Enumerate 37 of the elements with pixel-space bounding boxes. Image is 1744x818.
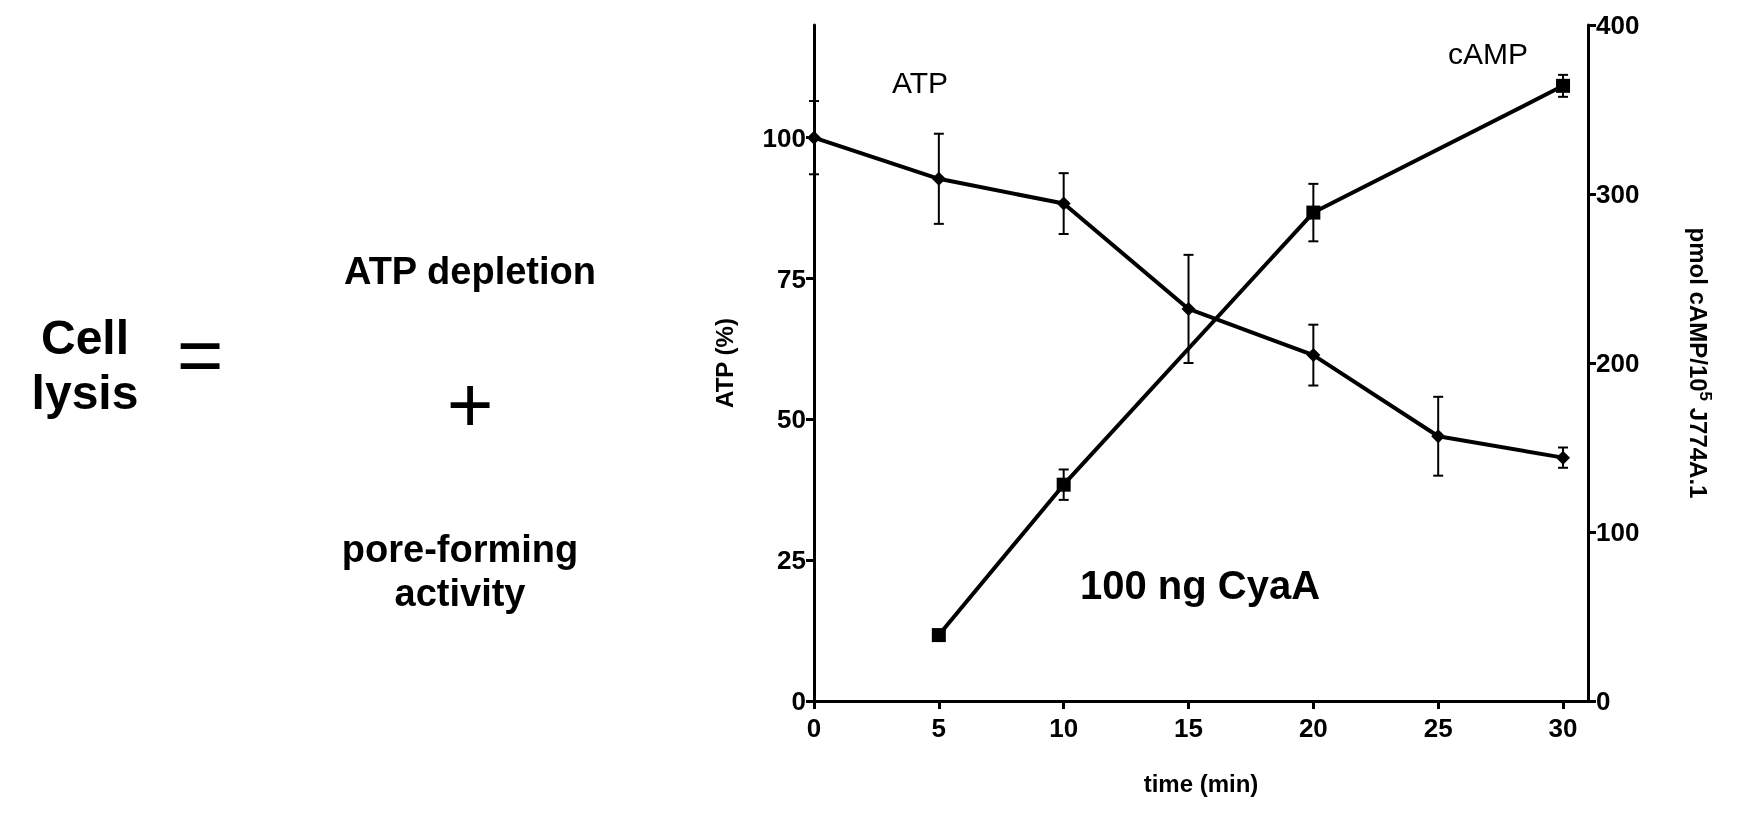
text: ATP depletion [343, 250, 597, 294]
y2-tick-label: 200 [1596, 348, 1640, 378]
point [1056, 196, 1071, 211]
x-tick-label: 5 [931, 713, 947, 743]
y-tick-label: 25 [777, 545, 806, 576]
y-axis-title: ATP (%) [710, 318, 738, 408]
text: = [175, 309, 225, 401]
y-tick-label: 50 [777, 404, 806, 435]
point [1306, 205, 1321, 220]
y-tick-label: 100 [762, 122, 806, 153]
text: ATP [891, 66, 949, 100]
x-axis-title: time (min) [1143, 769, 1259, 797]
point [931, 171, 946, 186]
point [931, 628, 946, 643]
point [1431, 429, 1446, 444]
x-tick-label: 30 [1548, 713, 1578, 743]
y-tick-label: 75 [777, 263, 806, 294]
y2-axis-title: pmol cAMP/105 J774A.1 [1685, 227, 1715, 499]
y2-tick-label: 100 [1596, 517, 1640, 547]
text: + [445, 359, 495, 451]
x-tick-label: 10 [1049, 713, 1079, 743]
y-tick-label: 0 [791, 686, 806, 716]
point [1306, 348, 1321, 363]
x-tick-label: 15 [1174, 713, 1203, 743]
x-tick-label: 25 [1423, 713, 1453, 743]
series-label: cAMP [1448, 37, 1529, 71]
annotation: 100 ng CyaA [1080, 563, 1321, 607]
point [1556, 78, 1571, 93]
text: Cell lysis [30, 309, 140, 421]
point [1056, 477, 1071, 492]
y2-tick-label: 400 [1596, 10, 1640, 40]
y2-tick-label: 0 [1596, 686, 1611, 716]
point [1556, 450, 1571, 465]
text: pore-forming activity [340, 528, 580, 616]
y2-tick-label: 300 [1596, 179, 1640, 209]
x-tick-label: 20 [1298, 713, 1328, 743]
point [1181, 301, 1196, 316]
